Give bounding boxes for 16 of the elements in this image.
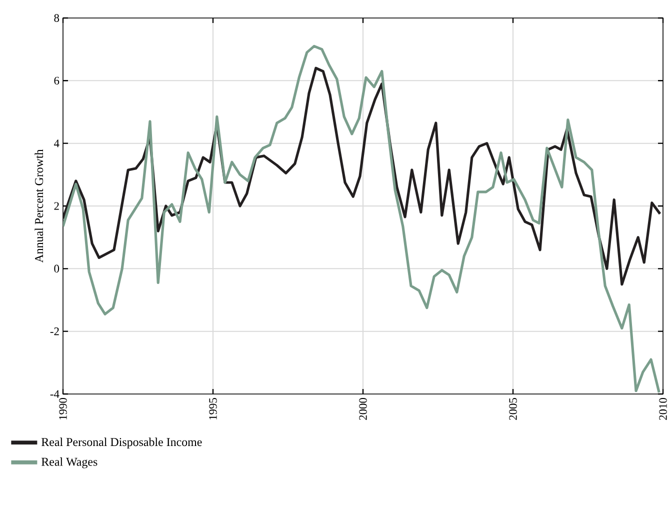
y-tick-label: 0 bbox=[54, 264, 60, 273]
y-axis-title: Annual Percent Growth bbox=[34, 149, 44, 263]
x-tick-label: 1990 bbox=[59, 398, 67, 420]
line-series bbox=[63, 44, 660, 394]
legend-label: Real Personal Disposable Income bbox=[42, 438, 202, 449]
x-tick-label: 2005 bbox=[509, 398, 517, 420]
y-tick-label: -2 bbox=[50, 328, 59, 336]
x-tick-label: 2000 bbox=[359, 398, 367, 420]
y-tick-label: 8 bbox=[54, 14, 60, 22]
y-tick-label: -4 bbox=[50, 390, 60, 398]
x-tick-label: 1995 bbox=[209, 398, 217, 420]
y-tick-label: 2 bbox=[54, 202, 59, 210]
legend-label: Real Wages bbox=[42, 457, 98, 468]
x-tick-label: 2010 bbox=[659, 398, 667, 420]
y-tick-label: 6 bbox=[54, 76, 60, 85]
y-tick-label: 4 bbox=[54, 140, 60, 148]
